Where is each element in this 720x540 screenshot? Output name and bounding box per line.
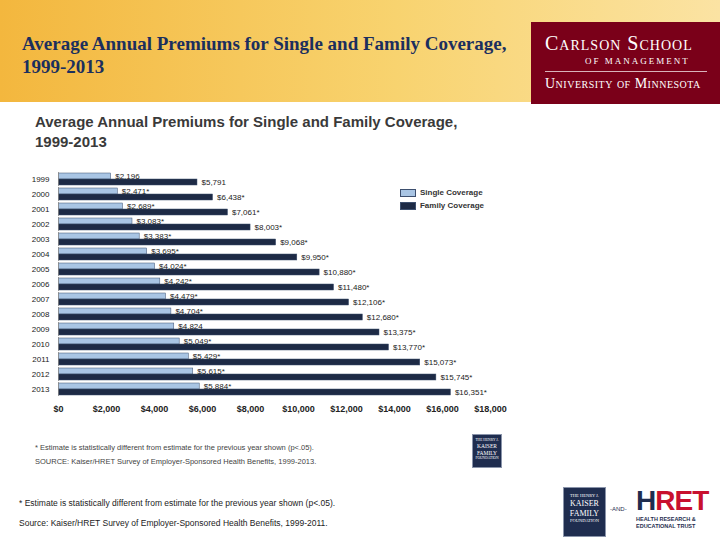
svg-text:$5,049*: $5,049*: [184, 337, 212, 346]
svg-text:$3,383*: $3,383*: [144, 232, 172, 241]
svg-text:$14,000: $14,000: [378, 404, 411, 414]
svg-text:$2,471*: $2,471*: [122, 187, 150, 196]
svg-text:$15,745*: $15,745*: [440, 373, 472, 382]
svg-text:2011: 2011: [32, 355, 50, 364]
html-text:Family Coverage: Family Coverage: [420, 201, 484, 210]
html-text:THE HENRY J.: THE HENRY J.: [475, 438, 499, 442]
svg-text:$16,000: $16,000: [426, 404, 459, 414]
html-text:* Estimate is statistically di: * Estimate is statistically different fr…: [35, 443, 314, 452]
svg-text:2006: 2006: [32, 280, 50, 289]
svg-text:$6,438*: $6,438*: [217, 193, 245, 202]
svg-text:$0: $0: [53, 404, 63, 414]
svg-text:$6,000: $6,000: [189, 404, 217, 414]
svg-text:2012: 2012: [32, 370, 50, 379]
svg-text:2001: 2001: [32, 205, 50, 214]
html-text:EDUCATIONAL TRUST: EDUCATIONAL TRUST: [636, 523, 696, 529]
html-text:THE HENRY J.: THE HENRY J.: [570, 493, 599, 498]
svg-text:2013: 2013: [32, 385, 50, 394]
html-text:FAMILY: FAMILY: [476, 449, 498, 456]
html-text:University of Minnesota: University of Minnesota: [545, 76, 701, 91]
html-text:Source: Kaiser/HRET Survey of: Source: Kaiser/HRET Survey of Employer-S…: [19, 518, 328, 528]
svg-text:2010: 2010: [32, 340, 50, 349]
svg-text:$7,061*: $7,061*: [232, 208, 260, 217]
svg-text:2003: 2003: [32, 235, 50, 244]
svg-text:$12,000: $12,000: [330, 404, 363, 414]
html-text:Average Annual Premiums for Si: Average Annual Premiums for Single and F…: [22, 33, 507, 77]
svg-text:2000: 2000: [32, 190, 50, 199]
svg-text:$3,083*: $3,083*: [136, 217, 164, 226]
html-text:FOUNDATION: FOUNDATION: [570, 518, 599, 523]
svg-text:$16,351*: $16,351*: [455, 388, 487, 397]
html-text:FAMILY: FAMILY: [569, 508, 600, 518]
svg-text:$12,106*: $12,106*: [353, 298, 385, 307]
svg-text:$10,000: $10,000: [282, 404, 315, 414]
svg-text:$2,196: $2,196: [115, 172, 140, 181]
svg-text:$4,824: $4,824: [178, 322, 203, 331]
svg-text:$4,242*: $4,242*: [164, 277, 192, 286]
svg-text:2005: 2005: [32, 265, 50, 274]
svg-text:$5,429*: $5,429*: [193, 352, 221, 361]
svg-text:$9,068*: $9,068*: [280, 238, 308, 247]
svg-text:2007: 2007: [32, 295, 50, 304]
html-text:FOUNDATION: FOUNDATION: [475, 456, 499, 460]
svg-text:2002: 2002: [32, 220, 50, 229]
svg-text:$4,479*: $4,479*: [170, 292, 198, 301]
svg-text:$15,073*: $15,073*: [424, 358, 456, 367]
svg-text:$8,003*: $8,003*: [255, 223, 283, 232]
svg-text:$12,680*: $12,680*: [367, 313, 399, 322]
svg-text:$8,000: $8,000: [237, 404, 265, 414]
html-text:* Estimate is statistically di: * Estimate is statistically different fr…: [19, 498, 336, 508]
svg-text:$5,791: $5,791: [201, 178, 226, 187]
svg-text:$5,615*: $5,615*: [197, 367, 225, 376]
svg-text:$3,695*: $3,695*: [151, 247, 179, 256]
html-text:KAISER: KAISER: [477, 443, 497, 449]
html-text:Average Annual Premiums for Si: Average Annual Premiums for Single and F…: [35, 113, 458, 150]
svg-text:$18,000: $18,000: [474, 404, 507, 414]
svg-text:$2,689*: $2,689*: [127, 202, 155, 211]
svg-text:$4,024*: $4,024*: [159, 262, 187, 271]
html-text:KAISER: KAISER: [570, 499, 599, 508]
svg-text:$13,770*: $13,770*: [393, 343, 425, 352]
svg-text:$9,950*: $9,950*: [301, 253, 329, 262]
svg-text:$13,375*: $13,375*: [384, 328, 416, 337]
html-text:H RET: H RET: [636, 485, 709, 516]
svg-text:$5,884*: $5,884*: [204, 382, 232, 391]
svg-text:$10,880*: $10,880*: [324, 268, 356, 277]
svg-text:2008: 2008: [32, 310, 50, 319]
html-text:HEALTH RESEARCH &: HEALTH RESEARCH &: [636, 516, 696, 522]
html-text:SOURCE: Kaiser/HRET Survey of: SOURCE: Kaiser/HRET Survey of Employer-S…: [35, 457, 317, 466]
html-text:Single Coverage: Single Coverage: [420, 188, 483, 197]
svg-text:$11,480*: $11,480*: [338, 283, 369, 292]
svg-text:$2,000: $2,000: [93, 404, 121, 414]
svg-text:2009: 2009: [32, 325, 50, 334]
html-text:-AND-: -AND-: [610, 506, 627, 512]
html-text:Carlson School: Carlson School: [545, 32, 693, 54]
svg-text:$4,000: $4,000: [141, 404, 169, 414]
html-text:OF MANAGEMENT: OF MANAGEMENT: [585, 56, 690, 66]
svg-text:2004: 2004: [32, 250, 50, 259]
svg-text:1999: 1999: [32, 175, 50, 184]
svg-text:$4,704*: $4,704*: [175, 307, 203, 316]
